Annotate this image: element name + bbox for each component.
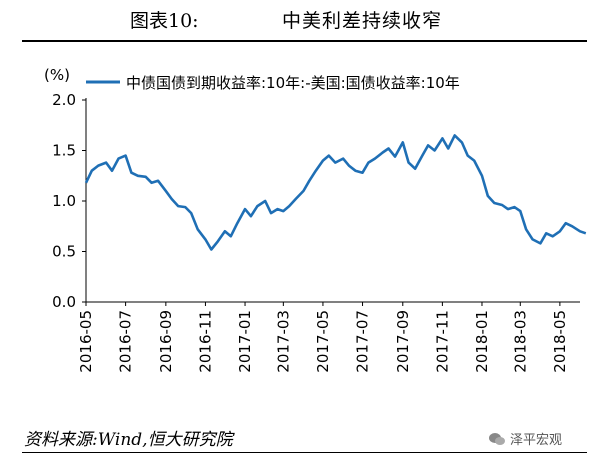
- x-axis-ticks: 2016-05 2016-07 2016-09 2016-11 2017-01 2017-…: [77, 302, 569, 373]
- source-note: 资料来源:Wind,恒大研究院: [24, 430, 233, 450]
- x-tick-label: 2018-03: [511, 310, 529, 373]
- x-tick-label: 2017-09: [394, 310, 412, 373]
- figure-name: 中美利差持续收窄: [282, 10, 443, 32]
- wechat-icon: [489, 432, 505, 445]
- plot-area: [84, 134, 587, 251]
- x-tick-label: 2017-11: [433, 310, 451, 373]
- x-tick-label: 2016-05: [77, 310, 95, 373]
- x-tick-label: 2016-09: [157, 310, 175, 373]
- watermark-text: 泽平宏观: [510, 433, 563, 448]
- series-line: [84, 134, 587, 251]
- y-tick-label: 0.0: [52, 293, 76, 311]
- x-tick-label: 2016-11: [196, 310, 214, 373]
- x-tick-label: 2017-03: [274, 310, 292, 373]
- y-tick-label: 2.0: [52, 91, 76, 109]
- y-tick-label: 1.0: [52, 192, 76, 210]
- watermark: 泽平宏观: [488, 429, 562, 448]
- figure-number: 图表10:: [130, 10, 199, 32]
- y-axis-label: (%): [44, 66, 70, 84]
- x-tick-label: 2017-05: [314, 310, 332, 373]
- x-tick-label: 2018-05: [551, 310, 569, 373]
- source-divider: [22, 452, 587, 453]
- title-divider: [22, 40, 587, 42]
- y-axis-ticks: 0.0 0.5 1.0 1.5 2.0: [52, 91, 86, 311]
- y-tick-label: 1.5: [52, 142, 76, 160]
- x-tick-label: 2018-01: [473, 310, 491, 373]
- x-tick-label: 2017-07: [354, 310, 372, 373]
- figure-title: 图表10: 中美利差持续收窄: [0, 6, 600, 36]
- legend-label: 中债国债到期收益率:10年:-美国:国债收益率:10年: [126, 74, 460, 92]
- line-chart: 0.00.51.01.52.0 2016-05 2016-07 2016-09 201…: [44, 66, 587, 373]
- chart-legend: 中债国债到期收益率:10年:-美国:国债收益率:10年: [86, 74, 460, 92]
- x-tick-label: 2017-01: [236, 310, 254, 373]
- x-tick-label: 2016-07: [117, 310, 135, 373]
- y-tick-label: 0.5: [52, 243, 76, 261]
- chart-axes: [85, 98, 580, 303]
